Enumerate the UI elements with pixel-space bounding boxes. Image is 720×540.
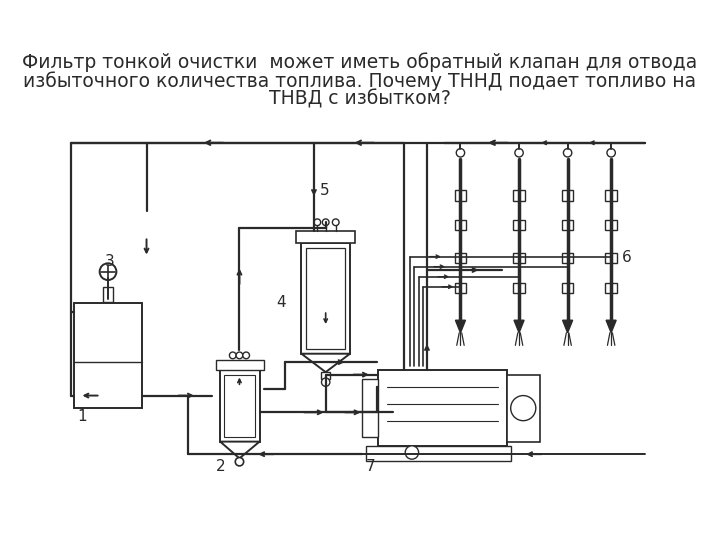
Bar: [562, 220, 573, 230]
Circle shape: [515, 148, 523, 157]
Bar: [361, 379, 379, 437]
Bar: [513, 253, 525, 264]
Bar: [454, 253, 467, 264]
Bar: [454, 220, 467, 230]
Text: 2: 2: [216, 459, 225, 474]
Bar: [454, 282, 467, 293]
Bar: [225, 375, 256, 437]
Polygon shape: [456, 320, 466, 333]
Text: 3: 3: [104, 254, 114, 269]
Circle shape: [510, 396, 536, 421]
Bar: [562, 282, 573, 293]
Text: 6: 6: [622, 250, 631, 265]
Circle shape: [322, 378, 330, 386]
Circle shape: [230, 352, 236, 359]
Polygon shape: [606, 320, 616, 333]
Text: ТНВД с избытком?: ТНВД с избытком?: [269, 90, 451, 109]
Bar: [513, 220, 525, 230]
Bar: [506, 375, 540, 442]
Circle shape: [236, 352, 243, 359]
Circle shape: [564, 148, 572, 157]
Bar: [454, 191, 467, 200]
Text: 1: 1: [77, 409, 86, 424]
Circle shape: [243, 352, 250, 359]
Bar: [562, 191, 573, 200]
Circle shape: [405, 446, 418, 459]
Bar: [606, 253, 617, 264]
Bar: [73, 303, 143, 408]
Bar: [513, 191, 525, 200]
Text: 5: 5: [320, 183, 330, 198]
Text: избыточного количества топлива. Почему ТННД подает топливо на: избыточного количества топлива. Почему Т…: [24, 71, 696, 91]
Text: Фильтр тонкой очистки  может иметь обратный клапан для отвода: Фильтр тонкой очистки может иметь обратн…: [22, 52, 698, 72]
Bar: [379, 370, 506, 446]
Bar: [103, 287, 113, 302]
Text: 7: 7: [366, 459, 376, 474]
Circle shape: [323, 219, 329, 226]
Circle shape: [607, 148, 616, 157]
Bar: [606, 191, 617, 200]
Bar: [322, 372, 330, 379]
Bar: [606, 282, 617, 293]
Polygon shape: [514, 320, 524, 333]
Bar: [302, 243, 350, 354]
Bar: [513, 282, 525, 293]
Polygon shape: [302, 354, 350, 372]
Bar: [606, 220, 617, 230]
Polygon shape: [220, 442, 259, 458]
Circle shape: [314, 219, 320, 226]
Circle shape: [235, 457, 243, 466]
Circle shape: [456, 148, 464, 157]
Bar: [562, 253, 573, 264]
Bar: [307, 248, 345, 349]
Text: 4: 4: [276, 295, 286, 310]
Bar: [366, 446, 510, 461]
Bar: [297, 232, 355, 243]
Polygon shape: [562, 320, 572, 333]
Circle shape: [99, 264, 117, 280]
Circle shape: [333, 219, 339, 226]
Bar: [216, 360, 264, 370]
Bar: [220, 370, 259, 442]
